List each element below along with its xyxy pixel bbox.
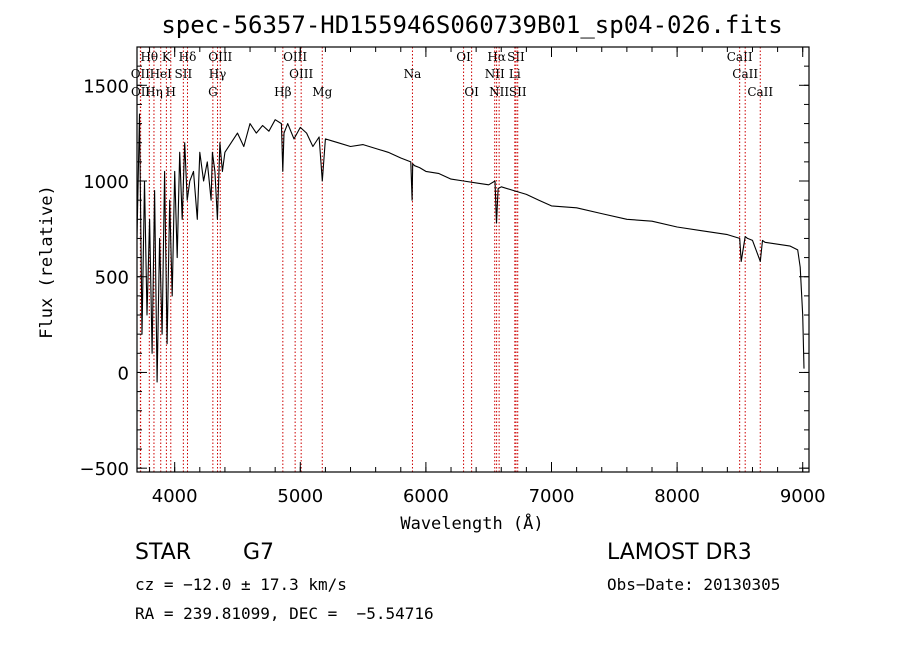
object-class: STAR xyxy=(135,540,192,565)
line-marker-label-17: OI xyxy=(456,50,471,64)
y-tick-label-0: −500 xyxy=(80,459,129,480)
spectrum-chart: spec-56357-HD155946S060739B01_sp04-026.f… xyxy=(37,11,826,534)
line-marker-label-22: SII xyxy=(507,50,525,64)
y-tick-label-1: 0 xyxy=(118,363,129,384)
y-axis-label: Flux (relative) xyxy=(37,185,57,339)
line-marker-label-2: OII xyxy=(131,85,151,99)
x-tick-label-4: 8000 xyxy=(654,486,700,507)
x-tick-label-5: 9000 xyxy=(780,486,826,507)
line-marker-label-15: Mg xyxy=(312,85,332,99)
line-marker-label-11: G xyxy=(208,85,218,99)
line-marker-label-8: Hδ xyxy=(179,50,197,64)
redshift-cz: cz = −12.0 ± 17.3 km/s xyxy=(135,575,347,594)
line-marker-label-16: Na xyxy=(404,67,422,81)
line-marker-label-3: HeI xyxy=(150,67,173,81)
x-tick-label-1: 5000 xyxy=(277,486,323,507)
obs-date: Obs−Date: 20130305 xyxy=(607,575,781,594)
line-marker-label-9: OIII xyxy=(208,50,232,64)
line-marker-label-12: Hβ xyxy=(274,85,291,99)
line-marker-label-5: K xyxy=(162,50,172,64)
line-marker-label-26: CaII xyxy=(732,67,758,81)
series-layer xyxy=(136,113,805,383)
line-marker-label-10: Hγ xyxy=(209,67,227,81)
line-marker-label-7: SII xyxy=(174,67,192,81)
y-tick-label-2: 500 xyxy=(95,268,129,289)
x-tick-label-0: 4000 xyxy=(152,486,198,507)
series-flux xyxy=(136,113,805,383)
line-marker-label-1: OII xyxy=(131,67,151,81)
line-marker-label-13: OIII xyxy=(283,50,307,64)
line-marker-label-23: SII xyxy=(509,85,527,99)
line-marker-label-18: OI xyxy=(464,85,479,99)
x-tick-label-2: 6000 xyxy=(403,486,449,507)
y-tick-label-3: 1000 xyxy=(83,172,129,193)
line-marker-label-24: Li xyxy=(509,67,521,81)
plot-frame xyxy=(136,46,810,473)
x-tick-label-3: 7000 xyxy=(529,486,575,507)
line-marker-label-4: Hη xyxy=(145,85,163,99)
line-marker-label-25: CaII xyxy=(727,50,753,64)
line-marker-label-19: Hα xyxy=(487,50,506,64)
object-subclass: G7 xyxy=(243,540,275,565)
line-marker-label-20: NII xyxy=(485,67,505,81)
chart-title: spec-56357-HD155946S060739B01_sp04-026.f… xyxy=(161,11,782,39)
y-tick-label-4: 1500 xyxy=(83,76,129,97)
line-marker-label-0: Hθ xyxy=(140,50,158,64)
survey-name: LAMOST DR3 xyxy=(607,540,752,565)
x-axis-label: Wavelength (Å) xyxy=(400,512,543,534)
line-marker-label-27: CaII xyxy=(747,85,773,99)
coordinates: RA = 239.81099, DEC = −5.54716 xyxy=(135,604,434,623)
axis-ticks: 4000 5000 6000 7000 8000 9000 −500 0 500 1000 1500 xyxy=(80,46,826,507)
line-marker-label-14: OIII xyxy=(289,67,313,81)
line-marker-label-21: NII xyxy=(489,85,509,99)
line-marker-label-6: H xyxy=(166,85,176,99)
